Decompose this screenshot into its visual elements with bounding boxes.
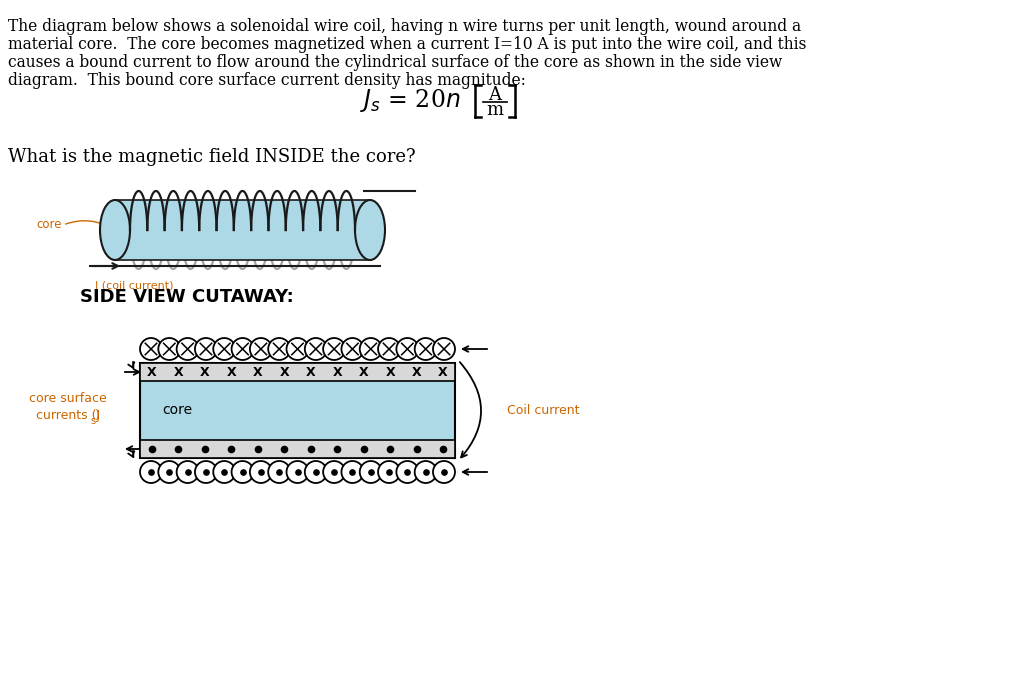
Circle shape (341, 338, 364, 360)
Circle shape (176, 338, 199, 360)
Text: m: m (486, 101, 504, 119)
Text: What is the magnetic field INSIDE the core?: What is the magnetic field INSIDE the co… (8, 148, 416, 166)
Text: Coil current: Coil current (507, 404, 580, 417)
Ellipse shape (355, 200, 385, 260)
Circle shape (287, 338, 308, 360)
Circle shape (433, 461, 455, 483)
Text: X: X (358, 365, 369, 378)
Circle shape (433, 338, 455, 360)
Circle shape (159, 461, 180, 483)
Text: diagram.  This bound core surface current density has magnitude:: diagram. This bound core surface current… (8, 72, 526, 89)
Text: X: X (306, 365, 315, 378)
Circle shape (195, 338, 217, 360)
Circle shape (250, 461, 272, 483)
Text: SIDE VIEW CUTAWAY:: SIDE VIEW CUTAWAY: (80, 288, 294, 306)
Text: material core.  The core becomes magnetized when a current I=10 A is put into th: material core. The core becomes magnetiz… (8, 36, 806, 53)
Circle shape (140, 461, 162, 483)
Text: X: X (253, 365, 262, 378)
Text: core: core (162, 404, 193, 417)
Circle shape (396, 461, 419, 483)
Text: X: X (333, 365, 342, 378)
Bar (140, 440, 455, 458)
Circle shape (231, 338, 254, 360)
Text: core surface: core surface (29, 392, 106, 405)
Circle shape (341, 461, 364, 483)
Text: currents (J: currents (J (36, 409, 100, 422)
Text: X: X (147, 365, 157, 378)
Circle shape (324, 461, 345, 483)
Text: X: X (200, 365, 210, 378)
Text: causes a bound current to flow around the cylindrical surface of the core as sho: causes a bound current to flow around th… (8, 54, 782, 71)
Circle shape (268, 461, 290, 483)
Ellipse shape (100, 200, 130, 260)
Circle shape (159, 338, 180, 360)
Text: ): ) (95, 409, 100, 422)
Text: s: s (90, 415, 95, 425)
Circle shape (378, 338, 400, 360)
Circle shape (396, 338, 419, 360)
Text: X: X (385, 365, 395, 378)
Circle shape (287, 461, 308, 483)
Circle shape (415, 461, 436, 483)
Circle shape (415, 338, 436, 360)
Circle shape (195, 461, 217, 483)
Text: X: X (174, 365, 183, 378)
Circle shape (140, 338, 162, 360)
Circle shape (359, 461, 382, 483)
Text: X: X (280, 365, 289, 378)
Circle shape (305, 461, 327, 483)
Circle shape (176, 461, 199, 483)
Text: $\mathit{J_s}$ = 20$\mathit{n}$: $\mathit{J_s}$ = 20$\mathit{n}$ (359, 87, 460, 114)
Text: X: X (412, 365, 421, 378)
Bar (115, 200, 370, 260)
Bar (140, 363, 455, 381)
Text: I (coil current): I (coil current) (95, 280, 173, 290)
Text: The diagram below shows a solenoidal wire coil, having n wire turns per unit len: The diagram below shows a solenoidal wir… (8, 18, 801, 35)
Circle shape (213, 338, 236, 360)
Text: A: A (488, 86, 502, 104)
Circle shape (268, 338, 290, 360)
Bar (140, 363, 455, 458)
Text: core: core (37, 219, 62, 232)
Text: X: X (226, 365, 237, 378)
Circle shape (324, 338, 345, 360)
Circle shape (378, 461, 400, 483)
Circle shape (359, 338, 382, 360)
Circle shape (250, 338, 272, 360)
Text: X: X (438, 365, 447, 378)
Circle shape (213, 461, 236, 483)
Circle shape (305, 338, 327, 360)
Circle shape (231, 461, 254, 483)
